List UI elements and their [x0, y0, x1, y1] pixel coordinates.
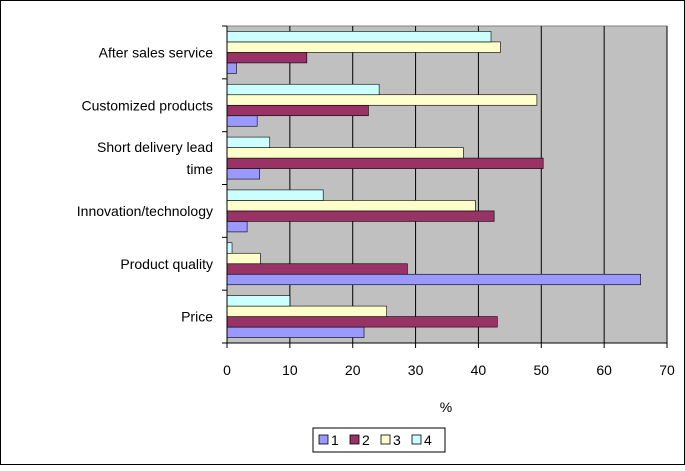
legend-swatch-4 — [411, 434, 422, 445]
x-tick-label-10: 10 — [282, 362, 298, 378]
plot-area — [226, 25, 668, 344]
category-label-3: Innovation/technology — [77, 203, 213, 219]
legend-swatch-3 — [380, 434, 391, 445]
bar-series-3-cat-0 — [226, 41, 501, 53]
bar-series-1-cat-2 — [226, 168, 260, 180]
x-tick-label-0: 0 — [223, 362, 231, 378]
bar-series-4-cat-3 — [226, 189, 324, 201]
legend-label-4: 4 — [424, 432, 432, 448]
bar-series-1-cat-4 — [226, 273, 641, 286]
bar-series-4-cat-4 — [226, 242, 233, 254]
bar-series-4-cat-5 — [226, 295, 291, 307]
bar-series-3-cat-4 — [226, 252, 261, 265]
bar-series-1-cat-5 — [226, 326, 365, 338]
legend-label-3: 3 — [393, 432, 401, 448]
category-label-0: After sales service — [99, 44, 214, 60]
bar-series-4-cat-0 — [226, 31, 492, 43]
legend-swatch-2 — [349, 434, 360, 445]
legend-box — [312, 427, 446, 453]
x-tick-label-60: 60 — [596, 362, 612, 378]
legend-label-1: 1 — [331, 432, 339, 448]
x-tick-label-50: 50 — [533, 362, 549, 378]
category-label-4: Product quality — [120, 256, 213, 272]
legend-swatch-1 — [318, 434, 329, 445]
bar-series-3-cat-2 — [226, 147, 464, 159]
x-tick-label-40: 40 — [471, 362, 487, 378]
x-tick-label-30: 30 — [408, 362, 424, 378]
bar-series-2-cat-2 — [226, 157, 544, 169]
category-label-5: Price — [181, 309, 213, 325]
bar-series-3-cat-5 — [226, 305, 387, 317]
bar-series-4-cat-2 — [226, 136, 271, 148]
bar-series-3-cat-3 — [226, 200, 476, 212]
bar-series-2-cat-5 — [226, 316, 498, 328]
legend-label-2: 2 — [362, 432, 370, 448]
bar-series-3-cat-1 — [226, 94, 538, 106]
bar-series-2-cat-1 — [226, 104, 369, 117]
bar-series-1-cat-3 — [226, 221, 248, 233]
x-tick-label-20: 20 — [345, 362, 361, 378]
bar-series-2-cat-4 — [226, 263, 408, 275]
bar-series-2-cat-0 — [226, 52, 308, 64]
x-axis-title: % — [440, 399, 452, 415]
x-tick-label-70: 70 — [659, 362, 675, 378]
bar-series-1-cat-0 — [226, 62, 237, 74]
bar-series-4-cat-1 — [226, 83, 380, 96]
bar-series-2-cat-3 — [226, 210, 495, 222]
bar-series-1-cat-1 — [226, 115, 258, 127]
category-label-2: Short delivery lead time — [97, 139, 213, 177]
category-label-1: Customized products — [81, 97, 213, 113]
